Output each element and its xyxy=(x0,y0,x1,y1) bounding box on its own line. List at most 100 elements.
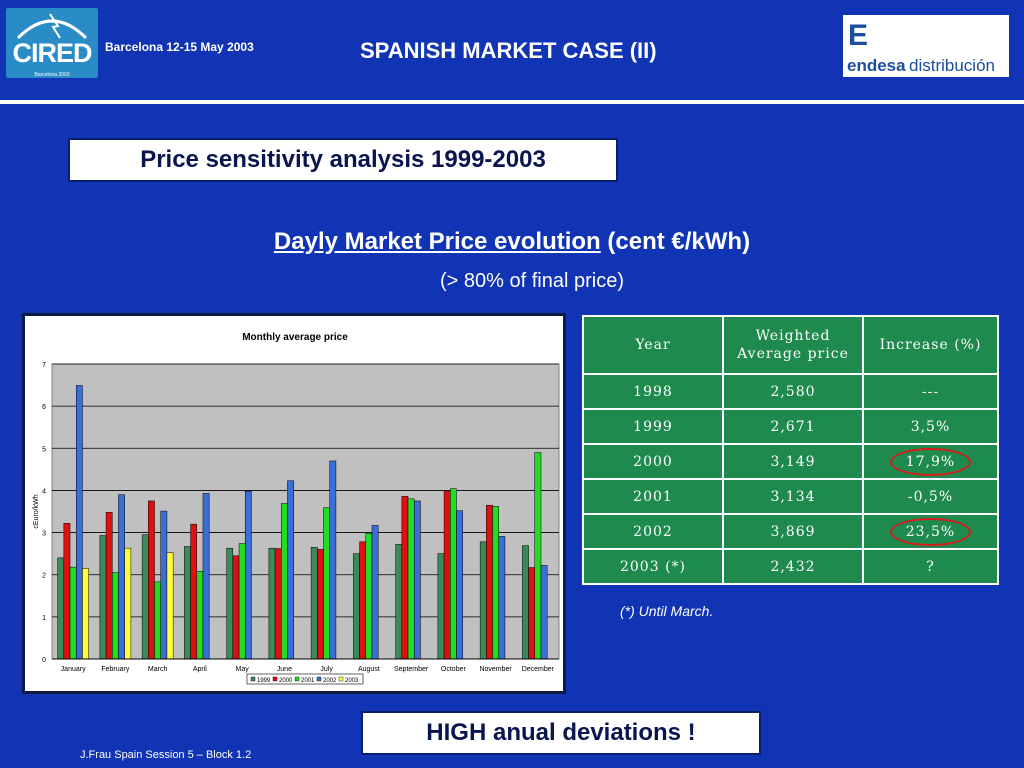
bar-2001-march xyxy=(154,581,161,660)
bar-2002-august xyxy=(371,525,379,660)
table-cell: 1999 xyxy=(582,408,724,445)
cired-logo: CIRED Barcelona 2003 xyxy=(6,8,98,78)
table-row: 1999 2,671 3,5% xyxy=(582,408,999,445)
highlight-circle: 17,9% xyxy=(889,447,972,476)
bar-2001-february xyxy=(112,572,119,660)
bar-2000-october xyxy=(443,490,451,660)
table-row: 2003 (*) 2,432? xyxy=(582,548,999,585)
table-row: 2001 3,134 -0,5% xyxy=(582,478,999,515)
chart-heading: Dayly Market Price evolution (cent €/kWh… xyxy=(0,228,1024,256)
plot-area xyxy=(51,363,560,660)
x-tick-label: October xyxy=(441,666,467,673)
x-tick-label: November xyxy=(479,666,512,673)
x-tick-label: May xyxy=(236,666,250,673)
bar-2002-july xyxy=(329,460,337,660)
x-tick-label: July xyxy=(320,666,333,673)
table-cell: 3,5% xyxy=(862,408,999,445)
bar-2001-october xyxy=(450,488,457,660)
bar-2003-march xyxy=(166,552,174,660)
bar-2002-february xyxy=(118,494,125,660)
legend-label-2000: 2000 xyxy=(279,678,293,684)
table-cell: 2002 xyxy=(582,513,724,550)
table-row: 2000 3,149 17,9% xyxy=(582,443,999,480)
bar-1999-march xyxy=(141,534,149,660)
bar-2000-june xyxy=(274,548,282,660)
bar-2000-march xyxy=(148,500,155,660)
y-tick-label: 4 xyxy=(42,488,46,495)
table-header-year: Year xyxy=(582,315,724,375)
x-tick-label: January xyxy=(61,666,86,673)
endesa-logo: E endesa distribución xyxy=(843,15,1009,77)
bar-2000-november xyxy=(486,504,493,660)
chart-heading-unit: (cent €/kWh) xyxy=(600,228,751,255)
chart-heading-underlined: Dayly Market Price evolution xyxy=(273,228,601,255)
bar-2003-january xyxy=(82,568,89,660)
header-divider xyxy=(0,100,1024,104)
bar-1999-june xyxy=(268,547,276,660)
legend-label-2001: 2001 xyxy=(301,678,315,684)
table-row: 2002 3,869 23,5% xyxy=(582,513,999,550)
bar-1999-october xyxy=(437,553,445,660)
bar-1999-july xyxy=(310,547,318,660)
bar-2000-january xyxy=(63,523,71,660)
bar-1999-february xyxy=(99,535,107,660)
legend-swatch-2002 xyxy=(316,676,322,682)
cired-logo-text: CIRED xyxy=(12,38,92,68)
table-cell: 17,9% xyxy=(862,443,999,480)
y-tick-label: 6 xyxy=(42,404,46,411)
legend-swatch-1999 xyxy=(250,676,256,682)
table-cell: ? xyxy=(862,548,999,585)
endesa-logo-word1: endesa xyxy=(847,56,906,75)
table-cell: 2,671 xyxy=(722,408,864,445)
highlight-circle: 23,5% xyxy=(889,517,972,546)
bar-2002-september xyxy=(413,500,421,660)
cired-logo-subtext: Barcelona 2003 xyxy=(34,72,70,78)
bar-2002-november xyxy=(498,536,506,660)
bar-2002-january xyxy=(75,385,83,660)
table-cell: 3,869 xyxy=(722,513,864,550)
bar-2000-september xyxy=(401,496,409,660)
header-date: Barcelona 12-15 May 2003 xyxy=(105,40,254,54)
section-title: Price sensitivity analysis 1999-2003 xyxy=(68,138,618,182)
table-footnote: (*) Until March. xyxy=(620,603,714,619)
bar-2001-january xyxy=(69,566,77,660)
x-tick-label: June xyxy=(277,666,292,673)
x-tick-label: December xyxy=(522,666,555,673)
table-cell: 2,432 xyxy=(722,548,864,585)
endesa-logo-mark: E xyxy=(848,19,869,52)
table-cell: 2001 xyxy=(582,478,724,515)
bar-1999-august xyxy=(353,553,360,660)
footer-text: J.Frau Spain Session 5 – Block 1.2 xyxy=(80,749,252,761)
bar-2001-august xyxy=(365,533,373,660)
x-tick-label: April xyxy=(193,666,207,673)
bar-2000-december xyxy=(528,567,536,660)
table-cell: 2003 (*) xyxy=(582,548,724,585)
x-tick-label: March xyxy=(148,666,168,673)
chart-panel: Monthly average price 0 1 2 3 4 5 6 7 cEuro/kWh Ja… xyxy=(22,313,566,694)
chart-title: Monthly average price xyxy=(242,332,348,343)
monthly-price-chart: Monthly average price 0 1 2 3 4 5 6 7 cEuro/kWh Ja… xyxy=(33,332,560,685)
bar-1999-april xyxy=(184,546,191,660)
bar-1999-september xyxy=(395,544,403,660)
conclusion-box: HIGH anual deviations ! xyxy=(361,711,761,755)
legend-box xyxy=(246,673,364,685)
y-tick-label: 1 xyxy=(42,615,46,622)
table-cell: 2000 xyxy=(582,443,724,480)
y-axis-label: cEuro/kWh xyxy=(33,494,40,528)
endesa-logo-word2: distribución xyxy=(909,56,995,75)
bar-1999-may xyxy=(226,547,234,660)
bar-1999-december xyxy=(522,545,529,660)
table-cell: 1998 xyxy=(582,373,724,410)
bar-2000-august xyxy=(359,541,367,660)
y-tick-label: 7 xyxy=(42,362,46,369)
legend-swatch-2003 xyxy=(338,676,344,682)
table-header-row: Year Weighted Average price Increase (%) xyxy=(582,315,999,375)
legend-label-2002: 2002 xyxy=(323,678,337,684)
bar-2001-june xyxy=(281,503,288,660)
table-cell: 3,149 xyxy=(722,443,864,480)
y-tick-label: 5 xyxy=(42,446,46,453)
x-tick-label: September xyxy=(394,666,429,673)
x-tick-label: February xyxy=(101,666,130,673)
bar-2002-march xyxy=(160,510,168,660)
legend-label-1999: 1999 xyxy=(257,678,271,684)
